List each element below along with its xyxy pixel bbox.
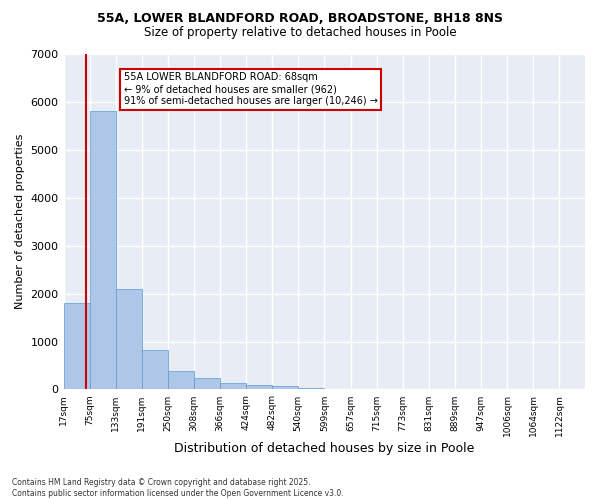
Bar (194, 378, 220, 390)
Bar (272, 386, 298, 390)
Text: 55A, LOWER BLANDFORD ROAD, BROADSTONE, BH18 8NS: 55A, LOWER BLANDFORD ROAD, BROADSTONE, B… (97, 12, 503, 26)
Text: 55A LOWER BLANDFORD ROAD: 68sqm
← 9% of detached houses are smaller (962)
91% of: 55A LOWER BLANDFORD ROAD: 68sqm ← 9% of … (124, 72, 377, 106)
Bar (298, 388, 325, 390)
Bar (89, 110, 116, 390)
Text: Contains HM Land Registry data © Crown copyright and database right 2025.
Contai: Contains HM Land Registry data © Crown c… (12, 478, 344, 498)
Bar (220, 383, 246, 390)
Bar (64, 303, 89, 390)
Bar (142, 350, 168, 390)
Bar (168, 371, 194, 390)
Bar (246, 384, 272, 390)
Y-axis label: Number of detached properties: Number of detached properties (15, 134, 25, 310)
X-axis label: Distribution of detached houses by size in Poole: Distribution of detached houses by size … (174, 442, 475, 455)
Text: Size of property relative to detached houses in Poole: Size of property relative to detached ho… (143, 26, 457, 39)
Bar (116, 290, 142, 390)
